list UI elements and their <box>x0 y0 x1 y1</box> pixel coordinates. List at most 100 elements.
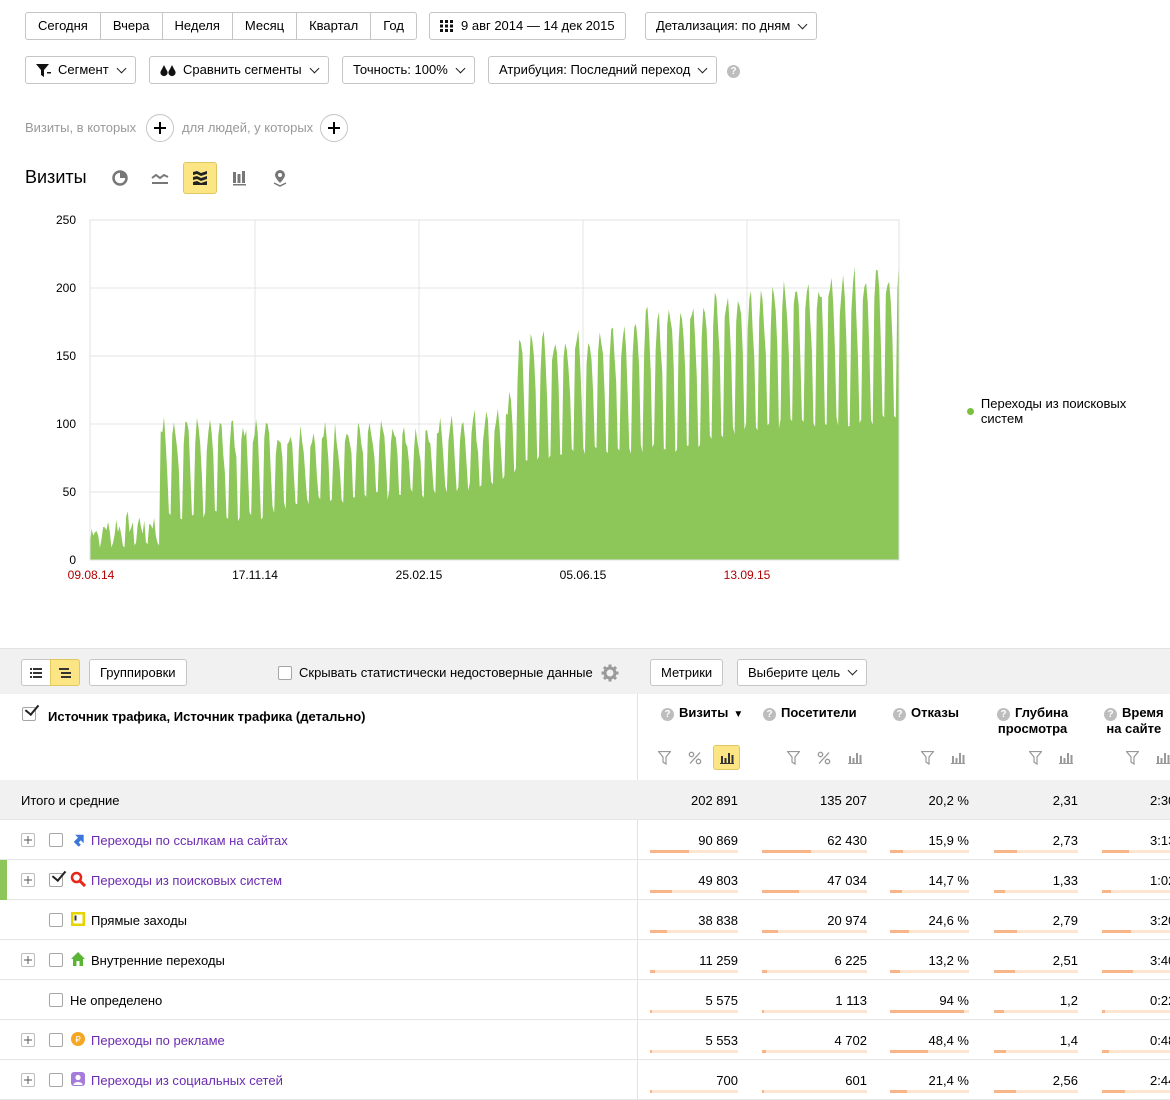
depth-cell: 1,33 <box>1052 873 1078 888</box>
col-time-header[interactable]: ? Время на сайте <box>1104 705 1164 737</box>
column-title: Глубина <box>1015 705 1069 720</box>
value-bar-fill <box>994 970 1015 973</box>
histogram-icon[interactable] <box>950 750 966 766</box>
value-bar-track <box>994 1050 1078 1053</box>
help-icon[interactable]: ? <box>763 708 776 721</box>
period-year-button[interactable]: Год <box>383 18 404 33</box>
source-label[interactable]: Переходы по рекламе <box>91 1033 225 1048</box>
table-row[interactable]: Прямые заходы 38 838 20 974 24,6 % 2,79 3:20 <box>0 900 1170 940</box>
x-tick-label: 25.02.15 <box>395 568 443 582</box>
col-visits-header[interactable]: ? Визиты ▼ <box>661 705 743 723</box>
table-row[interactable]: Переходы из социальных сетей 700 601 21,4 %… <box>0 1060 1170 1100</box>
filter-funnel-icon[interactable] <box>919 750 935 766</box>
histogram-icon[interactable] <box>847 750 863 766</box>
date-range-button[interactable]: 9 авг 2014 — 14 дек 2015 <box>429 12 626 40</box>
help-icon[interactable]: ? <box>727 65 740 78</box>
attribution-dropdown[interactable]: Атрибуция: Последний переход <box>488 56 718 84</box>
value-bar-track <box>650 930 738 933</box>
bar-chart-button[interactable] <box>223 162 257 194</box>
expand-row-button[interactable] <box>21 953 35 967</box>
histogram-icon[interactable] <box>713 745 740 770</box>
value-bar-fill <box>650 1010 652 1013</box>
dimension-header[interactable]: Источник трафика, Источник трафика (дета… <box>48 709 366 724</box>
table-row[interactable]: Переходы из поисковых систем 49 803 47 034… <box>0 860 1170 900</box>
help-icon[interactable]: ? <box>997 708 1010 721</box>
detail-dropdown[interactable]: Детализация: по дням <box>645 12 818 40</box>
hide-unreliable-checkbox[interactable] <box>278 666 292 680</box>
y-tick-label: 50 <box>62 485 76 499</box>
value-bar-fill <box>650 850 689 853</box>
filter-funnel-icon[interactable] <box>1124 750 1140 766</box>
list-view-button[interactable] <box>21 659 51 686</box>
depth-cell: 1,2 <box>1059 993 1078 1008</box>
period-yesterday-button[interactable]: Вчера <box>101 13 163 39</box>
expand-row-button[interactable] <box>21 1073 35 1087</box>
histogram-icon[interactable] <box>1155 750 1170 766</box>
table-row[interactable]: Внутренние переходы 11 259 6 225 13,2 % 2,51… <box>0 940 1170 980</box>
help-icon[interactable]: ? <box>661 708 674 721</box>
row-checkbox[interactable] <box>49 1073 63 1087</box>
dimension-checkbox[interactable] <box>22 707 36 721</box>
tree-view-button[interactable] <box>50 659 80 686</box>
row-checkbox[interactable] <box>49 993 63 1007</box>
period-quarter-button[interactable]: Квартал <box>297 13 372 39</box>
totals-time: 2:30 <box>1150 793 1170 808</box>
home-icon <box>71 952 85 966</box>
expand-row-button[interactable] <box>21 1033 35 1047</box>
value-bar-track <box>1102 930 1170 933</box>
table-row[interactable]: Не определено 5 575 1 113 94 % 1,2 0:22 <box>0 980 1170 1020</box>
value-bar-track <box>1102 1050 1170 1053</box>
groupings-button[interactable]: Группировки <box>89 659 187 686</box>
period-week-button[interactable]: Неделя <box>163 13 233 39</box>
compare-segments-dropdown[interactable]: Сравнить сегменты <box>149 56 329 84</box>
period-month-button[interactable]: Месяц <box>233 13 298 39</box>
legend-dot <box>967 407 974 415</box>
value-bar-track <box>994 1010 1078 1013</box>
y-tick-label: 150 <box>55 349 76 363</box>
line-chart-button[interactable] <box>143 162 177 194</box>
value-bar-track <box>890 970 969 973</box>
help-icon[interactable]: ? <box>1104 708 1117 721</box>
row-checkbox[interactable] <box>49 833 63 847</box>
goal-dropdown[interactable]: Выберите цель <box>737 659 868 686</box>
table-row[interactable]: ₽ Переходы по рекламе 5 553 4 702 48,4 % 1,4 0… <box>0 1020 1170 1060</box>
detail-label: Детализация: по дням <box>656 18 791 33</box>
help-icon[interactable]: ? <box>893 708 906 721</box>
time-cell: 0:48 <box>1150 1033 1170 1048</box>
source-label[interactable]: Переходы по ссылкам на сайтах <box>91 833 288 848</box>
accuracy-dropdown[interactable]: Точность: 100% <box>342 56 475 84</box>
table-row[interactable]: Переходы по ссылкам на сайтах 90 869 62 43… <box>0 820 1170 860</box>
sort-desc-icon[interactable]: ▼ <box>733 709 744 720</box>
expand-row-button[interactable] <box>21 873 35 887</box>
row-checkbox[interactable] <box>49 1033 63 1047</box>
filter-funnel-icon[interactable] <box>656 750 672 766</box>
filter-funnel-icon[interactable] <box>785 750 801 766</box>
area-stacked-chart-button[interactable] <box>183 162 217 194</box>
row-checkbox[interactable] <box>49 953 63 967</box>
source-label[interactable]: Переходы из поисковых систем <box>91 873 283 888</box>
column-divider <box>637 694 638 1100</box>
source-label[interactable]: Переходы из социальных сетей <box>91 1073 283 1088</box>
period-today-button[interactable]: Сегодня <box>26 13 101 39</box>
segment-label: Сегмент <box>58 62 109 77</box>
add-visit-condition-button[interactable] <box>146 114 174 142</box>
col-visitors-header[interactable]: ? Посетители <box>763 705 857 721</box>
col-depth-header[interactable]: ? Глубина просмотра <box>997 705 1068 737</box>
percent-icon[interactable] <box>687 750 703 766</box>
chart-legend[interactable]: Переходы из поисковых систем <box>967 396 1170 426</box>
segment-dropdown[interactable]: Сегмент <box>25 56 136 84</box>
settings-gear-icon[interactable] <box>601 664 619 682</box>
row-checkbox[interactable] <box>49 873 63 887</box>
filter-funnel-icon[interactable] <box>1027 750 1043 766</box>
value-bar-track <box>762 890 867 893</box>
add-people-condition-button[interactable] <box>320 114 348 142</box>
percent-icon[interactable] <box>816 750 832 766</box>
histogram-icon[interactable] <box>1058 750 1074 766</box>
expand-row-button[interactable] <box>21 833 35 847</box>
map-button[interactable] <box>263 162 297 194</box>
pie-chart-button[interactable] <box>103 162 137 194</box>
metrics-button[interactable]: Метрики <box>650 659 724 686</box>
col-bounce-header[interactable]: ? Отказы <box>893 705 959 721</box>
row-checkbox[interactable] <box>49 913 63 927</box>
visits-cell: 38 838 <box>698 913 738 928</box>
